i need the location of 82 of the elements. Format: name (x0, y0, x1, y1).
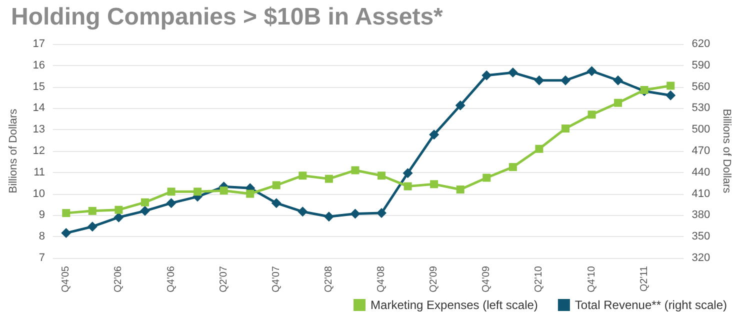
point (614, 98, 622, 107)
point (88, 206, 96, 215)
y2-tick-label: 530 (692, 102, 710, 114)
point (140, 206, 150, 216)
x-tick-label: Q4'08 (376, 266, 388, 292)
y2-tick-label: 590 (692, 59, 710, 72)
point (429, 130, 440, 140)
point (430, 180, 438, 188)
y-tick-label: 9 (38, 209, 45, 222)
point (588, 110, 596, 119)
y-tick-label: 8 (38, 230, 45, 243)
point (402, 168, 413, 178)
point (140, 198, 149, 206)
point (272, 181, 280, 190)
y2-tick-label: 470 (692, 145, 710, 157)
point (220, 186, 228, 195)
point (586, 66, 597, 76)
point (560, 75, 570, 86)
legend-label: Marketing Expenses (left scale) (370, 298, 538, 312)
y-tick-label: 10 (32, 188, 45, 200)
point (114, 206, 123, 214)
x-tick-label: Q2'11 (638, 266, 650, 292)
y2-tick-label: 380 (692, 209, 710, 222)
point (455, 100, 466, 110)
point (482, 174, 491, 182)
y-tick-label: 7 (38, 252, 45, 264)
y2-tick-label: 560 (692, 80, 710, 93)
point (87, 222, 98, 232)
y-tick-label: 13 (32, 124, 45, 136)
y2-tick-label: 320 (692, 252, 710, 264)
point (351, 166, 360, 174)
point (271, 198, 282, 208)
x-tick-label: Q4'10 (586, 266, 598, 292)
point (246, 190, 254, 198)
x-tick-label: Q2'06 (113, 266, 124, 292)
point (534, 75, 544, 86)
y-tick-label: 16 (32, 59, 45, 72)
x-tick-label: Q4'07 (270, 266, 282, 292)
point (324, 212, 334, 222)
point (376, 208, 387, 218)
x-tick-label: Q2'08 (323, 266, 334, 292)
point (298, 172, 307, 180)
point (324, 174, 333, 183)
point (167, 188, 176, 196)
point (378, 172, 386, 180)
point (114, 212, 124, 222)
point (508, 68, 518, 78)
y2-tick-label: 620 (692, 38, 710, 50)
y-tick-label: 17 (32, 38, 45, 50)
point (561, 124, 570, 133)
legend-label: Total Revenue** (right scale) (574, 298, 728, 312)
point (350, 208, 360, 219)
point (61, 228, 72, 238)
x-tick-label: Q4'06 (166, 266, 177, 292)
point (482, 70, 492, 80)
x-tick-label: Q2'09 (428, 266, 440, 292)
point (666, 82, 675, 90)
y-tick-label: 11 (34, 166, 45, 178)
x-tick-label: Q2'07 (218, 266, 230, 292)
x-tick-label: Q4'09 (481, 266, 492, 292)
point (298, 206, 308, 217)
chart-title: Holding Companies > $10B in Assets* (11, 4, 444, 30)
y-axis-title: Billions of Dollars (8, 108, 20, 194)
y2-tick-label: 410 (692, 188, 710, 200)
x-tick-label: Q2'10 (534, 266, 545, 292)
y2-tick-label: 500 (692, 124, 710, 136)
y-tick-label: 14 (32, 102, 45, 114)
point (456, 186, 464, 194)
point (62, 209, 70, 218)
point (508, 163, 517, 172)
point (666, 90, 676, 100)
point (166, 198, 176, 208)
y2-axis-title: Billions of Dollars (720, 108, 732, 194)
y2-tick-label: 440 (692, 166, 710, 178)
y2-tick-label: 350 (692, 230, 710, 243)
y-tick-label: 15 (32, 80, 45, 93)
point (404, 182, 412, 190)
point (535, 144, 544, 153)
x-tick-label: Q4'05 (60, 266, 72, 292)
point (194, 188, 202, 196)
y-tick-label: 12 (32, 145, 45, 157)
point (613, 75, 624, 86)
